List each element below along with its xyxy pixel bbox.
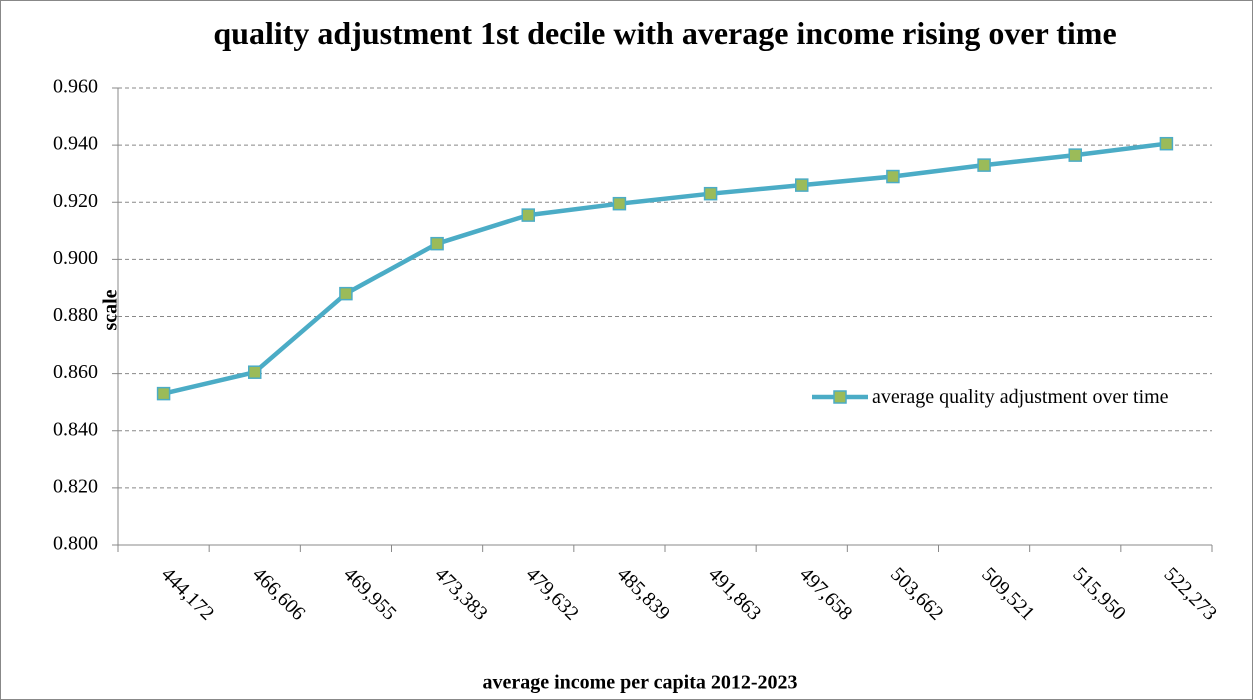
data-marker [886,169,900,184]
y-tick-label: 0.840 [53,418,98,440]
data-marker [430,236,444,251]
y-tick-label: 0.860 [53,361,98,383]
data-marker [1068,148,1082,162]
data-marker [612,196,627,211]
y-tick-label: 0.820 [53,475,98,497]
data-marker [339,286,353,301]
y-tick-label: 0.960 [53,76,98,98]
y-tick-label: 0.800 [53,533,98,555]
chart-title: quality adjustment 1st decile with avera… [213,15,1117,51]
legend-label: average quality adjustment over time [872,386,1169,408]
data-marker [156,386,171,401]
y-tick-label: 0.940 [53,133,98,155]
y-tick-label: 0.920 [53,190,98,212]
data-marker [1159,136,1174,151]
data-line [163,141,1167,396]
data-marker [977,158,991,172]
y-tick-label: 0.880 [53,304,98,326]
data-marker [248,365,262,379]
y-tick-label: 0.900 [53,247,98,269]
y-axis-label: scale [100,289,122,330]
data-marker [703,186,718,201]
legend-marker [833,390,847,404]
x-axis-label: average income per capita 2012-2023 [482,672,797,694]
data-marker [521,208,535,222]
data-marker [795,178,809,192]
